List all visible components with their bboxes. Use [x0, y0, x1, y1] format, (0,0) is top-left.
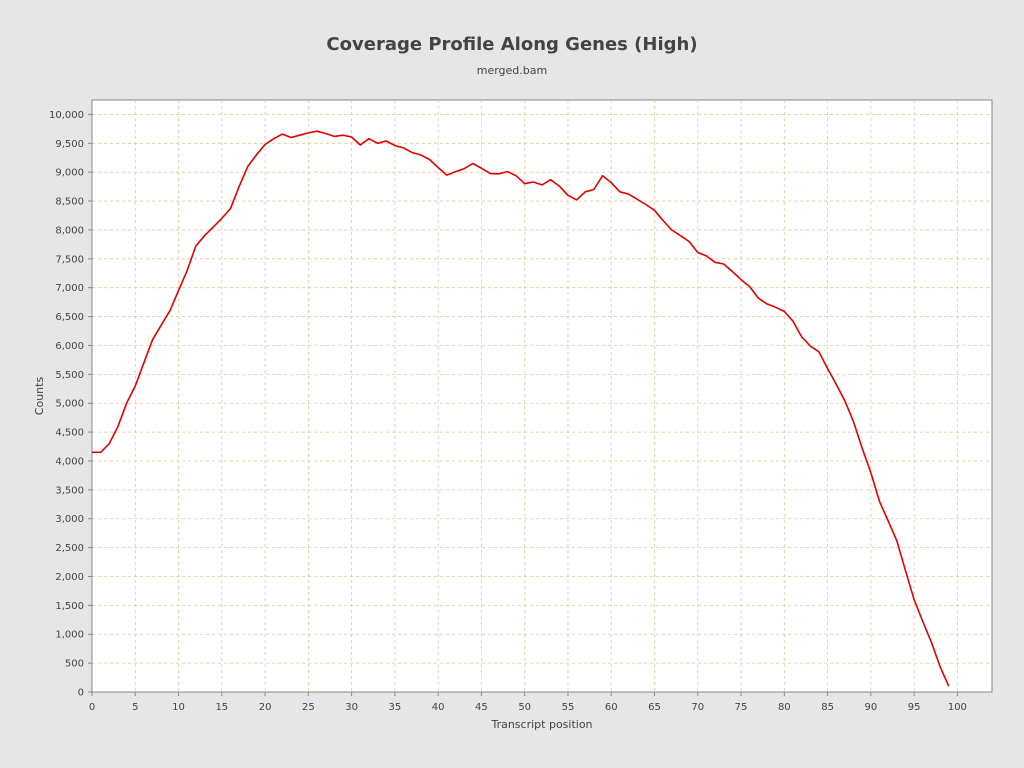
y-tick-label: 5,500 [55, 370, 84, 381]
x-tick-label: 95 [908, 702, 921, 713]
plot-area [91, 99, 993, 693]
y-tick-label: 3,500 [55, 485, 84, 496]
y-tick-label: 1,000 [55, 630, 84, 641]
x-tick-label: 20 [259, 702, 272, 713]
axes [91, 100, 992, 693]
y-tick-label: 1,500 [55, 601, 84, 612]
x-tick-label: 10 [172, 702, 185, 713]
y-tick-label: 4,500 [55, 428, 84, 439]
x-axis-label: Transcript position [490, 718, 592, 731]
y-tick-label: 8,000 [55, 225, 84, 236]
x-ticks: 0 5 10 15 20 25 30 35 40 45 50 55 60 65 70 75 80 85 90 95 10… [89, 692, 967, 713]
x-tick-label: 90 [864, 702, 877, 713]
y-tick-label: 4,000 [55, 456, 84, 467]
series-line [92, 130, 950, 687]
y-tick-label: 10,000 [49, 110, 84, 121]
x-tick-label: 40 [432, 702, 445, 713]
x-tick-label: 100 [948, 702, 967, 713]
series-layer [92, 130, 950, 687]
x-tick-label: 45 [475, 702, 488, 713]
y-tick-label: 6,000 [55, 341, 84, 352]
x-tick-label: 50 [518, 702, 531, 713]
x-tick-label: 15 [215, 702, 228, 713]
x-tick-label: 75 [735, 702, 748, 713]
y-tick-label: 6,500 [55, 312, 84, 323]
x-tick-label: 70 [691, 702, 704, 713]
grid [92, 100, 992, 692]
y-tick-label: 2,500 [55, 543, 84, 554]
x-tick-label: 65 [648, 702, 661, 713]
y-tick-label: 0 [78, 688, 84, 699]
x-tick-label: 5 [132, 702, 138, 713]
chart-subtitle: merged.bam [477, 64, 547, 77]
x-tick-label: 55 [562, 702, 575, 713]
y-tick-label: 500 [65, 659, 84, 670]
y-tick-label: 2,000 [55, 572, 84, 583]
y-ticks: 0 500 1,000 1,500 2,000 2,500 3,000 3,500 4,000 4… [49, 110, 92, 699]
y-tick-label: 3,000 [55, 514, 84, 525]
x-tick-label: 25 [302, 702, 315, 713]
x-tick-label: 30 [345, 702, 358, 713]
y-tick-label: 9,000 [55, 168, 84, 179]
chart-title: Coverage Profile Along Genes (High) [326, 34, 697, 55]
y-tick-label: 8,500 [55, 197, 84, 208]
x-tick-label: 60 [605, 702, 618, 713]
x-tick-label: 85 [821, 702, 834, 713]
y-tick-label: 7,500 [55, 254, 84, 265]
x-tick-label: 80 [778, 702, 791, 713]
y-tick-label: 9,500 [55, 139, 84, 150]
y-tick-label: 5,000 [55, 399, 84, 410]
x-tick-label: 0 [89, 702, 95, 713]
y-tick-label: 7,000 [55, 283, 84, 294]
y-axis-label: Counts [33, 377, 46, 416]
x-tick-label: 35 [389, 702, 402, 713]
